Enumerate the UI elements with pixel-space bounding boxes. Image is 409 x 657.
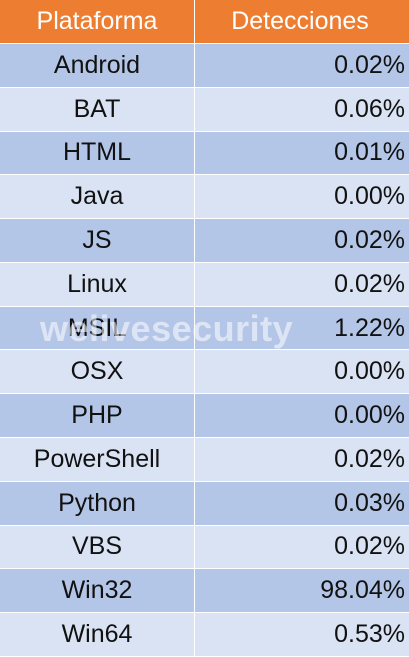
header-cell: Detecciones <box>195 0 409 44</box>
table-row: Android 0.02% <box>0 44 409 88</box>
detection-cell: 0.02% <box>195 438 409 482</box>
detection-cell: 0.03% <box>195 482 409 526</box>
table-row: Linux 0.02% <box>0 262 409 307</box>
detection-cell: 0.02% <box>195 219 409 263</box>
header-row: Plataforma Detecciones <box>0 0 409 44</box>
table-row: PowerShell 0.02% <box>0 438 409 482</box>
platform-cell: VBS <box>0 525 195 570</box>
detection-cell: 0.01% <box>195 132 409 176</box>
platform-cell: Android <box>0 44 195 88</box>
detection-cell: 1.22% <box>195 307 409 351</box>
platform-cell: Python <box>0 481 195 526</box>
platform-cell: PHP <box>0 394 195 439</box>
detection-cell: 0.06% <box>195 88 409 132</box>
detection-cell: 0.53% <box>195 613 409 657</box>
table-row: BAT 0.06% <box>0 87 409 132</box>
detection-cell: 0.00% <box>195 175 409 220</box>
detection-cell: 0.02% <box>195 44 409 88</box>
table-row: Python 0.03% <box>0 481 409 526</box>
table-row: VBS 0.02% <box>0 525 409 570</box>
table-row: OSX 0.00% <box>0 350 409 395</box>
table-row: Win32 98.04% <box>0 569 409 614</box>
platform-cell: BAT <box>0 87 195 132</box>
platform-cell: OSX <box>0 350 195 395</box>
platform-cell: Win32 <box>0 569 195 614</box>
detection-cell: 0.02% <box>195 526 409 570</box>
platform-cell: JS <box>0 219 195 263</box>
table-row: MSIL 1.22% <box>0 306 409 351</box>
table-row: Java 0.00% <box>0 175 409 220</box>
detection-cell: 0.00% <box>195 350 409 395</box>
header-cell: Plataforma <box>0 0 195 44</box>
table-row: Win64 0.53% <box>0 613 409 657</box>
platform-cell: Win64 <box>0 613 195 657</box>
platform-cell: HTML <box>0 131 195 176</box>
table-row: PHP 0.00% <box>0 394 409 439</box>
table-row: JS 0.02% <box>0 219 409 263</box>
detection-cell: 0.00% <box>195 394 409 439</box>
detection-cell: 98.04% <box>195 569 409 614</box>
platform-cell: PowerShell <box>0 438 195 482</box>
platform-cell: Java <box>0 175 195 220</box>
detection-cell: 0.02% <box>195 263 409 307</box>
platform-cell: Linux <box>0 262 195 307</box>
platform-cell: MSIL <box>0 306 195 351</box>
table-row: HTML 0.01% <box>0 131 409 176</box>
